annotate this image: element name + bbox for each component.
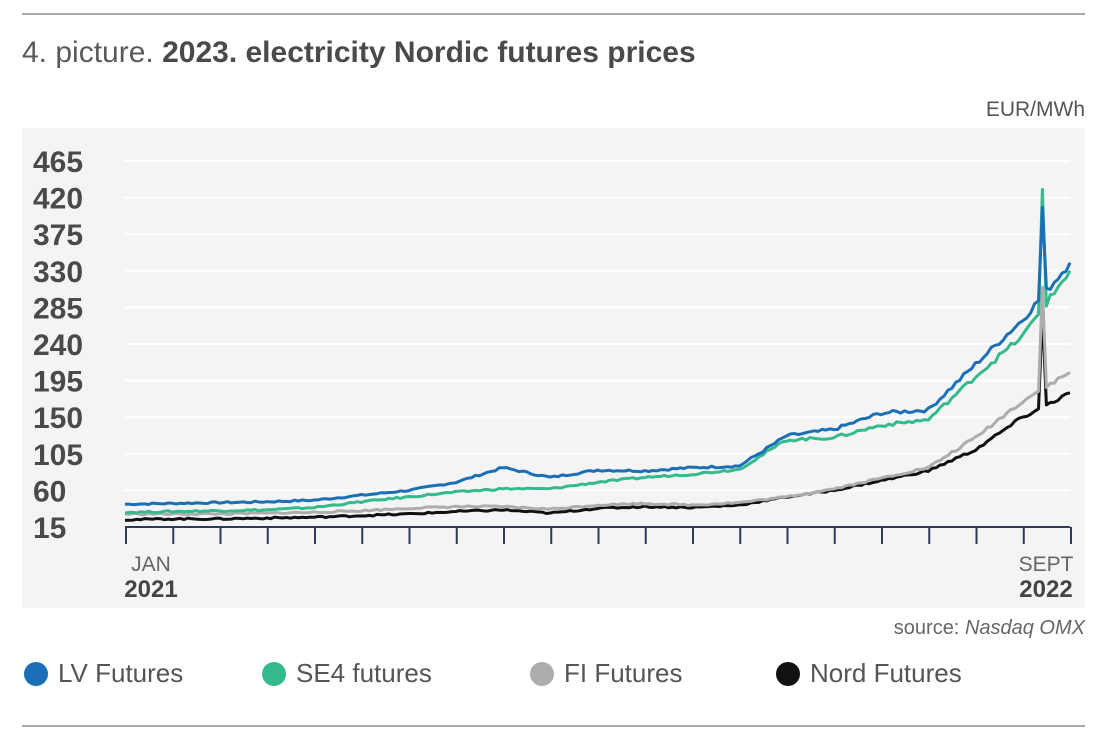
series-line-fi-futures [124, 285, 1071, 517]
legend: LV Futures SE4 futures FI Futures Nord F… [24, 658, 1084, 694]
legend-label: Nord Futures [810, 658, 962, 688]
y-tick-label: 420 [33, 183, 83, 216]
x-end-year: 2022 [1019, 576, 1072, 603]
x-axis [125, 526, 1072, 544]
x-end-month: SEPT [1019, 553, 1074, 576]
x-start-year: 2021 [124, 576, 177, 603]
legend-dot-icon [530, 661, 554, 686]
legend-label: FI Futures [564, 658, 683, 688]
y-tick-label: 150 [33, 402, 83, 435]
bottom-rule [22, 725, 1085, 727]
source-note: source: Nasdaq OMX [894, 617, 1085, 640]
legend-item-se4: SE4 futures [262, 658, 432, 689]
title-main: 2023. electricity Nordic futures prices [162, 36, 696, 69]
series-line-se4-futures [124, 188, 1072, 515]
y-tick-label: 15 [33, 512, 66, 545]
series-lines [124, 188, 1072, 522]
unit-label: EUR/MWh [985, 98, 1085, 121]
legend-dot-icon [262, 661, 286, 686]
plot-background [22, 128, 1085, 608]
legend-item-nord: Nord Futures [776, 658, 962, 689]
series-line-lv-futures [124, 205, 1072, 507]
y-tick-label: 465 [33, 146, 83, 179]
legend-item-lv: LV Futures [24, 658, 183, 689]
source-name: Nasdaq OMX [964, 617, 1085, 639]
series-line-nord-futures [124, 310, 1071, 522]
y-tick-label: 60 [33, 475, 66, 508]
top-rule [22, 13, 1085, 15]
y-tick-label: 105 [33, 439, 83, 472]
legend-label: SE4 futures [296, 658, 432, 688]
chart-title: 4. picture. 2023. electricity Nordic fut… [22, 36, 696, 70]
y-tick-label: 240 [33, 329, 83, 362]
y-tick-label: 375 [33, 219, 83, 252]
legend-label: LV Futures [58, 658, 184, 688]
legend-item-fi: FI Futures [530, 658, 682, 689]
y-tick-label: 195 [33, 366, 83, 399]
legend-dot-icon [24, 661, 48, 686]
legend-dot-icon [776, 661, 800, 686]
y-tick-label: 330 [33, 256, 83, 289]
grid-lines [125, 160, 1070, 492]
title-prefix: 4. picture. [22, 36, 154, 69]
y-tick-label: 285 [33, 292, 83, 325]
source-label: source: [893, 617, 960, 639]
x-start-month: JAN [131, 553, 171, 576]
